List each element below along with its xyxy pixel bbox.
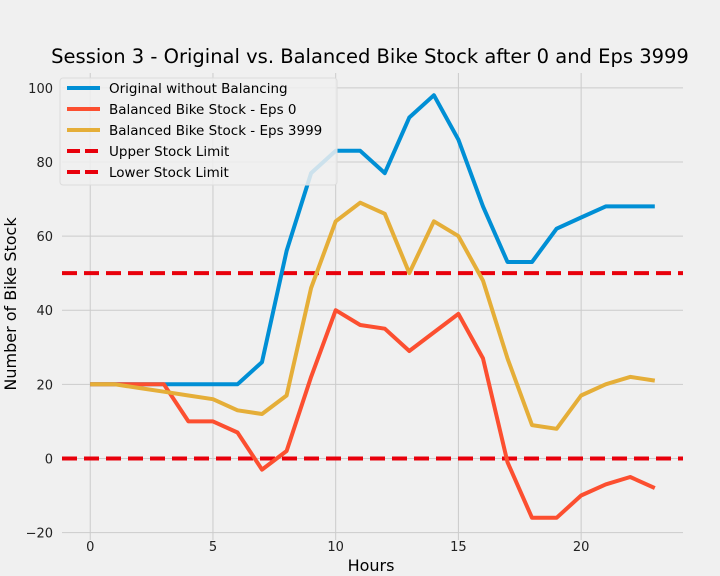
x-tick-label: 5	[209, 540, 217, 555]
x-axis-ticks: 0 5 10 15 20	[86, 540, 589, 555]
legend: Original without Balancing Balanced Bike …	[59, 77, 338, 186]
series-lines	[90, 93, 656, 520]
series-line-2	[90, 308, 656, 520]
series-line-1	[90, 93, 655, 387]
x-tick-label: 20	[573, 540, 590, 555]
x-tick-label: 15	[450, 540, 467, 555]
y-tick-label: 80	[36, 156, 53, 171]
x-axis-label: Hours	[348, 556, 395, 575]
y-axis-label: Number of Bike Stock	[1, 217, 20, 391]
legend-label: Balanced Bike Stock - Eps 3999	[109, 123, 322, 139]
legend-label: Balanced Bike Stock - Eps 0	[109, 102, 296, 118]
series-line-3	[90, 200, 656, 431]
stock-limit-lines	[62, 271, 683, 461]
y-tick-label: 0	[45, 452, 53, 467]
chart-title: Session 3 - Original vs. Balanced Bike S…	[51, 45, 689, 68]
legend-label: Lower Stock Limit	[109, 165, 229, 181]
y-tick-label: 60	[36, 230, 53, 245]
y-tick-label: 40	[36, 304, 53, 319]
y-tick-label: −20	[26, 527, 53, 542]
y-tick-label: 20	[36, 378, 53, 393]
x-tick-label: 10	[327, 540, 344, 555]
legend-box	[59, 77, 338, 186]
legend-label: Original without Balancing	[109, 81, 288, 97]
x-tick-label: 0	[86, 540, 94, 555]
y-tick-label: 100	[28, 82, 53, 97]
y-axis-ticks: −20 0 20 40 60 80 100	[26, 82, 53, 542]
legend-label: Upper Stock Limit	[109, 144, 229, 160]
